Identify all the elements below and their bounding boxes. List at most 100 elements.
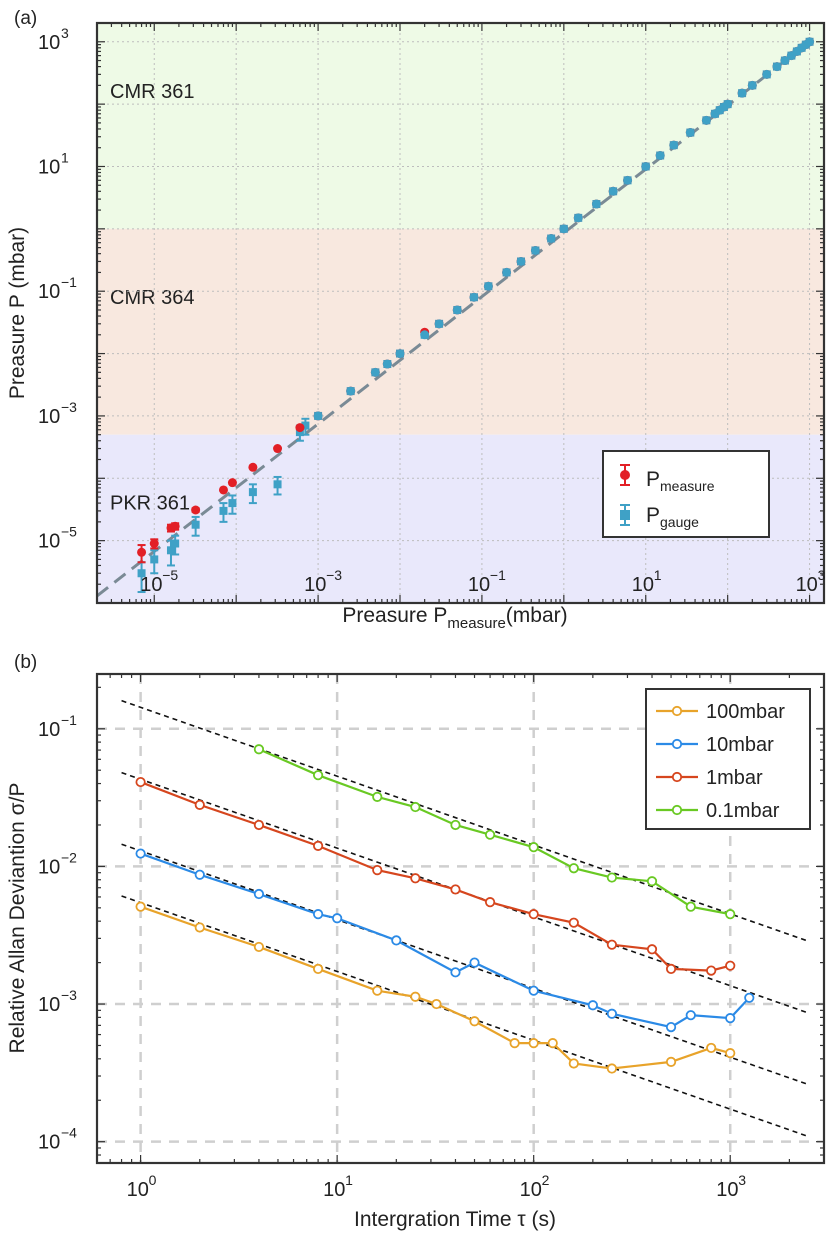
ytick-exp-a: −3 <box>61 399 77 415</box>
point-P_gauge <box>301 421 310 430</box>
point-0.1mbar <box>450 819 461 831</box>
point-overlay-gauge <box>516 256 526 266</box>
point-overlay-gauge <box>591 199 601 209</box>
point-overlay-gauge <box>669 140 679 150</box>
ylabel-b: Relative Allan Deviantion σ/P <box>6 783 29 1054</box>
xtick-exp-b: 3 <box>738 1172 746 1188</box>
point-P_measure <box>227 478 237 488</box>
point-overlay-gauge <box>502 267 512 277</box>
ytick-label-b: 10 <box>38 719 60 741</box>
point-10mbar <box>391 935 402 946</box>
ylabel-a: Preasure P (mbar) <box>6 227 29 399</box>
panel-a-label: (a) <box>14 8 37 29</box>
point-overlay-gauge <box>723 99 733 109</box>
ytick-label-a: 10 <box>38 156 60 178</box>
point-P_measure <box>295 423 305 433</box>
legend-label-100mbar: 100mbar <box>706 701 785 723</box>
point-overlay-gauge <box>780 56 790 66</box>
point-overlay-gauge <box>655 151 665 161</box>
region-band-1 <box>97 228 824 435</box>
point-0.1mbar <box>528 842 539 853</box>
xtick-label-a: 10 <box>796 574 818 596</box>
point-overlay-gauge <box>483 281 493 291</box>
series-line-100mbar <box>140 905 731 1070</box>
point-1mbar <box>646 944 658 955</box>
point-overlay-gauge <box>546 234 556 244</box>
point-P_gauge <box>171 539 180 548</box>
point-P_gauge <box>273 480 282 489</box>
point-overlay-gauge <box>685 128 695 138</box>
point-P_measure <box>137 547 147 557</box>
ytick-label-b: 10 <box>38 856 60 878</box>
point-1mbar <box>568 917 579 928</box>
point-0.1mbar <box>253 744 265 755</box>
point-0.1mbar <box>685 901 696 912</box>
point-1mbar <box>665 963 677 975</box>
ytick-label-a: 10 <box>38 531 60 553</box>
ytick-label-a: 10 <box>38 32 60 54</box>
point-overlay-gauge <box>747 80 757 90</box>
point-10mbar <box>253 888 265 900</box>
point-0.1mbar <box>646 876 658 887</box>
legend-marker-measure <box>620 470 630 480</box>
point-100mbar <box>312 963 324 975</box>
point-0.1mbar <box>484 829 496 840</box>
point-1mbar <box>706 965 717 976</box>
panel-b: (b) 10 0 10 1 10 2 10 310 −110 −210 −310 −4 Intergr… <box>6 652 826 1231</box>
xtick-label-b: 10 <box>323 1179 345 1201</box>
point-1mbar <box>725 960 736 971</box>
point-10mbar <box>135 848 146 859</box>
legend-label-1mbar: 1mbar <box>706 767 763 789</box>
ytick-label-b: 10 <box>38 1132 60 1154</box>
point-0.1mbar <box>312 770 324 781</box>
point-overlay-gauge <box>737 88 747 98</box>
point-100mbar <box>509 1038 520 1049</box>
point-P_gauge <box>137 569 146 578</box>
point-overlay-gauge <box>805 37 815 47</box>
point-100mbar <box>410 991 421 1002</box>
fit-line-0 <box>121 699 809 942</box>
ytick-exp-b: −3 <box>61 987 77 1003</box>
point-0.1mbar <box>568 863 579 874</box>
point-10mbar <box>665 1021 677 1033</box>
legend-b: 100mbar 10mbar 1mbar 0.1mbar <box>645 688 811 830</box>
xtick-label-b: 10 <box>127 1179 149 1201</box>
xtick-exp-a: 3 <box>818 567 826 583</box>
xtick-label-a: 10 <box>140 574 162 596</box>
xtick-exp-b: 1 <box>345 1172 353 1188</box>
point-P_gauge <box>248 488 257 497</box>
legend-marker-100mbar <box>671 705 683 717</box>
ytick-exp-a: 3 <box>61 25 69 41</box>
point-1mbar <box>528 909 539 920</box>
point-100mbar <box>372 985 383 996</box>
point-1mbar <box>253 819 265 831</box>
ytick-exp-a: −5 <box>61 524 77 540</box>
legend-marker-0.1mbar <box>671 804 683 816</box>
point-10mbar <box>469 957 480 968</box>
point-overlay-gauge <box>370 367 380 377</box>
xtick-label-a: 10 <box>304 574 326 596</box>
regions-a: CMR 361 CMR 364 PKR 361 <box>97 23 824 603</box>
point-100mbar <box>606 1063 617 1074</box>
point-P_gauge <box>191 520 200 529</box>
xtick-exp-b: 0 <box>149 1172 157 1188</box>
ticks-b: 10 0 10 1 10 2 10 310 −110 −210 −310 −4 <box>38 674 824 1201</box>
xtick-exp-a: −3 <box>326 567 342 583</box>
point-1mbar <box>484 897 496 908</box>
xtick-exp-b: 2 <box>542 1172 550 1188</box>
point-0.1mbar <box>606 872 617 883</box>
legend-marker-1mbar <box>671 771 683 783</box>
fit-line-2 <box>121 843 809 1086</box>
point-overlay-gauge <box>762 69 772 79</box>
point-P_gauge <box>228 499 237 508</box>
point-100mbar <box>725 1048 736 1059</box>
legend-box-a <box>602 450 770 538</box>
point-P_gauge <box>295 428 304 437</box>
point-100mbar <box>528 1038 539 1049</box>
point-P_measure <box>149 538 159 548</box>
point-P_measure <box>191 505 201 515</box>
point-100mbar <box>547 1038 558 1049</box>
point-overlay-gauge <box>434 319 444 329</box>
point-overlay-gauge <box>469 292 479 302</box>
